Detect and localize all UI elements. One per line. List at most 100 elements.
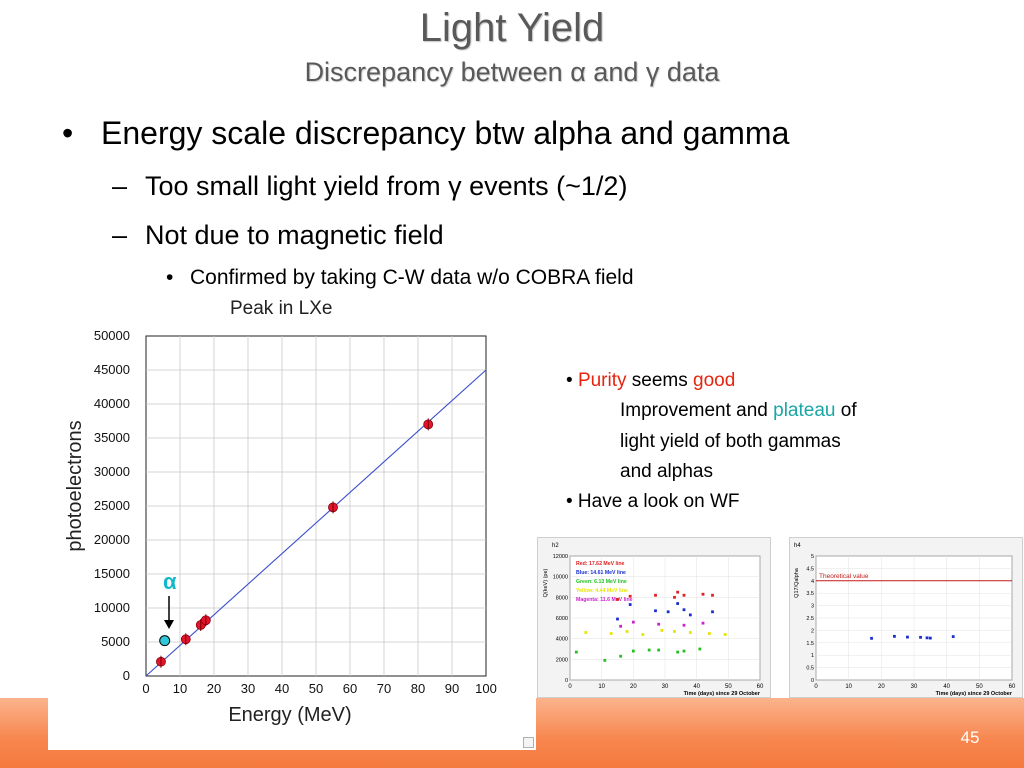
h2-x-tick-label: 50 [725, 684, 732, 690]
h2-y-tick-label: 10000 [553, 575, 568, 581]
purity-word: Purity [577, 370, 627, 391]
thumb-plot-h4: h4 0 10 20 30 40 50 60 0 0.5 1 1.5 2 2.5 3 3.5 4 4.5 5 Theo… [789, 537, 1023, 698]
h4-data-point [906, 635, 909, 639]
h4-y-tick-label: 1.5 [806, 641, 814, 647]
x-tick-label: 10 [173, 681, 187, 696]
good-word: good [693, 370, 736, 391]
h2-y-tick-label: 6000 [556, 616, 568, 622]
y-tick-label: 0 [123, 668, 130, 683]
bullet-l1: Energy scale discrepancy btw alpha and g… [101, 115, 790, 151]
alpha-arrow-head [164, 620, 174, 629]
h2-data-point [707, 632, 711, 635]
plateau-word: plateau [773, 400, 836, 421]
improvement-post-text: of [835, 400, 857, 421]
h4-y-tick-label: 5 [811, 554, 814, 560]
x-tick-label: 80 [411, 681, 425, 696]
x-tick-label: 70 [377, 681, 391, 696]
h2-data-point [584, 631, 588, 634]
plot-title: Peak in LXe [230, 298, 332, 319]
h2-data-point [619, 654, 623, 658]
y-tick-label: 30000 [94, 464, 130, 479]
h2-y-tick-label: 2000 [556, 657, 568, 663]
h4-y-tick-label: 0 [811, 678, 814, 684]
y-tick-label: 15000 [94, 566, 130, 581]
h2-x-tick-label: 0 [568, 684, 572, 690]
alpha-label: α [163, 569, 177, 594]
h4-x-tick-label: 50 [976, 684, 983, 690]
h2-data-point [654, 593, 657, 597]
h4-y-tick-label: 2.5 [806, 616, 814, 622]
h2-data-point [676, 650, 680, 654]
h4-y-tick-label: 3.5 [806, 591, 814, 597]
x-axis-label: Energy (MeV) [228, 704, 351, 726]
h4-y-tick-label: 4.5 [806, 566, 814, 572]
gamma-data-point [156, 655, 166, 668]
gamma-data-point [423, 418, 434, 431]
seems-word: seems [626, 370, 694, 391]
h2-data-point [701, 592, 705, 596]
h2-data-point [723, 633, 727, 636]
bullet-l3-marker: • [166, 266, 174, 289]
h2-data-point [676, 602, 680, 605]
bullet-l2-marker-b: – [112, 220, 128, 250]
y-tick-label: 20000 [94, 532, 130, 547]
bullet-l1-marker: • [62, 115, 74, 151]
h2-data-point [660, 629, 664, 632]
y-tick-label: 45000 [94, 362, 130, 377]
h2-data-point [616, 617, 619, 621]
y-axis-label: photoelectrons [64, 420, 86, 551]
y-tick-label: 5000 [101, 634, 130, 649]
h2-y-tick-label: 12000 [553, 554, 568, 560]
plot-tick-labels: 0 10 20 30 40 50 60 70 80 90 100 0 5000 10000 15000 200… [94, 328, 497, 696]
h2-data-point [711, 610, 714, 614]
main-scatter-plot: Peak in LXe 0 10 20 30 40 50 60 70 80 90 100 0 5000 1… [64, 298, 497, 726]
page-number: 45 [960, 728, 980, 747]
h2-legend-entry: Yellow: 4.44 MeV line [576, 588, 628, 594]
h2-data-point [654, 609, 657, 613]
h2-data-point [616, 598, 619, 601]
h4-y-tick-label: 0.5 [806, 666, 814, 672]
side-note-bullet: • [566, 370, 578, 391]
h2-data-point [631, 649, 635, 653]
h4-y-tick-label: 3 [811, 604, 814, 610]
gamma-data-point [200, 614, 211, 627]
h2-title: h2 [552, 543, 559, 549]
h4-y-tick-label: 4 [811, 579, 814, 585]
h2-data-point [676, 590, 680, 594]
h2-legend-entry: Red: 17.62 MeV line [576, 561, 625, 567]
improvement-text: Improvement and [620, 400, 774, 421]
h2-data-point [609, 632, 613, 635]
bullet-l2-a: Too small light yield from γ events (~1/… [145, 171, 628, 201]
h4-x-tick-label: 30 [911, 684, 918, 690]
h4-scatter-plot: h4 0 10 20 30 40 50 60 0 0.5 1 1.5 2 2.5 3 3.5 4 4.5 5 Theo… [790, 538, 1022, 697]
x-tick-label: 20 [207, 681, 221, 696]
h4-data-point [870, 636, 873, 640]
x-tick-label: 50 [309, 681, 323, 696]
h4-x-axis-label: Time (days) since 29 October [936, 691, 1013, 697]
h2-data-point [628, 594, 632, 598]
h2-data-point [701, 621, 705, 625]
slide-subtitle: Discrepancy between α and γ data [304, 57, 720, 87]
h2-data-point [625, 630, 629, 633]
side-note-purity: • Purity seems good [566, 366, 986, 396]
y-tick-label: 35000 [94, 430, 130, 445]
bullet-l2-b: Not due to magnetic field [145, 220, 444, 250]
h2-data-point [711, 593, 714, 597]
h4-y-tick-label: 2 [811, 628, 814, 634]
h2-y-tick-label: 0 [565, 678, 568, 684]
x-tick-label: 90 [445, 681, 459, 696]
h4-annotation: Theoretical value [819, 573, 869, 580]
h2-x-tick-label: 10 [598, 684, 605, 690]
h2-data-point [682, 593, 686, 597]
h4-data-point [893, 634, 896, 638]
h2-data-point [574, 650, 578, 654]
gamma-data-point [180, 633, 191, 646]
h4-x-tick-label: 20 [878, 684, 885, 690]
h2-y-tick-label: 8000 [556, 595, 568, 601]
x-tick-label: 60 [343, 681, 357, 696]
h4-data-point [928, 636, 932, 640]
plot-points [156, 418, 434, 668]
h2-data-point [647, 648, 651, 652]
h4-data-point [951, 635, 955, 638]
y-tick-label: 40000 [94, 396, 130, 411]
